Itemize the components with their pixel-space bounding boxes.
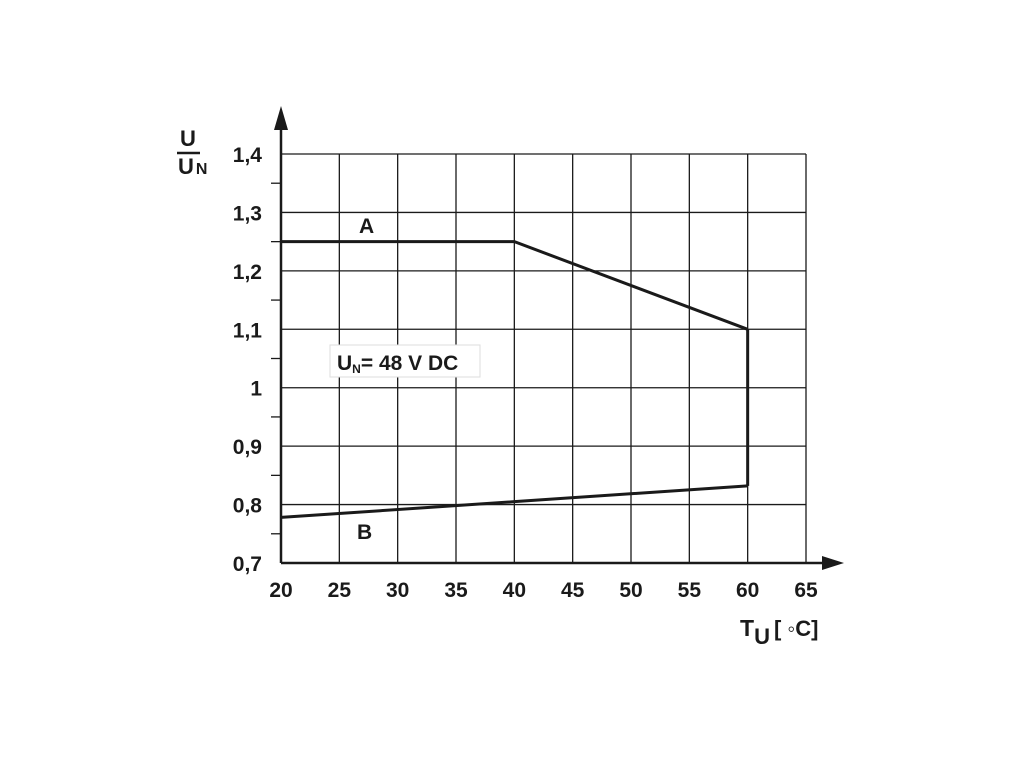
y-axis-label-numerator: U [180, 126, 196, 151]
x-tick-label-55: 55 [678, 579, 702, 602]
y-axis-arrow [274, 106, 288, 130]
x-axis-label-sub: U [754, 624, 770, 649]
x-tick-label-35: 35 [444, 579, 468, 602]
y-tick-label-7: 1,4 [233, 144, 263, 167]
x-axis-arrow [822, 556, 844, 570]
x-tick-labels: 20 25 30 35 40 45 50 55 60 65 [269, 579, 818, 602]
annotation-main: U [337, 352, 352, 375]
y-tick-label-4: 1,1 [233, 319, 263, 342]
series-lines [280, 240, 750, 519]
x-tick-label-40: 40 [503, 579, 526, 602]
x-axis-label-unit: [ ◦C] [774, 616, 818, 641]
annotation-text: UN= 48 V DC [337, 352, 458, 376]
y-tick-labels: 0,7 0,8 0,9 1 1,1 1,2 1,3 1,4 [233, 144, 263, 576]
y-tick-label-3: 1 [250, 378, 262, 401]
annotation-box [329, 344, 481, 378]
x-tick-label-65: 65 [794, 579, 818, 602]
x-axis-label-main: T [740, 615, 754, 641]
annotation-rest: = 48 V DC [361, 352, 458, 375]
x-tick-label-25: 25 [328, 579, 352, 602]
y-tick-label-5: 1,2 [233, 261, 262, 284]
y-tick-label-2: 0,9 [233, 436, 262, 459]
annotation-sub: N [352, 362, 361, 376]
series-line-a [281, 240, 749, 331]
x-axis-label-text: TU[ ◦C] [740, 615, 818, 649]
x-tick-label-50: 50 [619, 579, 642, 602]
x-tick-label-45: 45 [561, 579, 585, 602]
axes [274, 106, 844, 570]
y-axis-label-denominator-main: U [178, 154, 194, 179]
x-tick-label-20: 20 [269, 579, 292, 602]
x-tick-label-30: 30 [386, 579, 409, 602]
series-a-label: A [359, 215, 374, 238]
x-tick-label-60: 60 [736, 579, 759, 602]
y-tick-label-0: 0,7 [233, 553, 262, 576]
y-tick-label-1: 0,8 [233, 495, 263, 518]
series-line-b [280, 484, 748, 519]
y-axis-label-denominator-sub: N [196, 161, 208, 178]
series-b-label: B [357, 521, 372, 544]
x-axis-label: TU[ ◦C] [740, 615, 818, 649]
minor-ticks [271, 182, 281, 535]
y-tick-label-6: 1,3 [233, 202, 262, 225]
